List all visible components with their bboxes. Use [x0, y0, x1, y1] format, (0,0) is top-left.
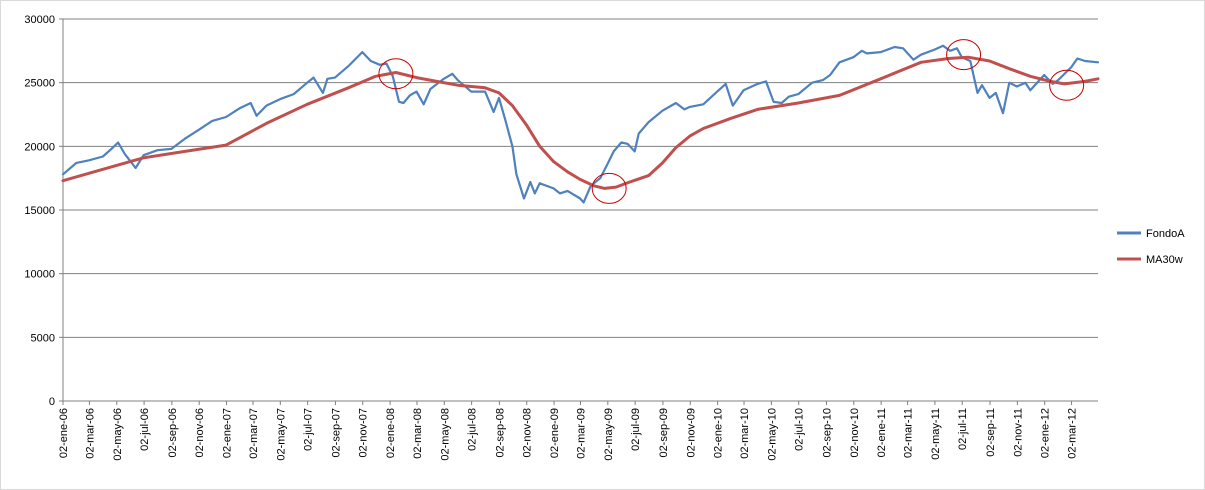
x-tick-label: 02-sep-10 [821, 408, 833, 458]
x-tick-label: 02-mar-08 [412, 408, 424, 459]
legend-item-ma30w: MA30w [1117, 254, 1183, 266]
x-tick-label: 02-nov-06 [194, 408, 206, 458]
y-tick-label: 20000 [24, 141, 55, 153]
annotation-circle [591, 172, 627, 204]
x-tick-label: 02-ene-07 [222, 408, 234, 458]
x-tick-label: 02-sep-08 [494, 408, 506, 458]
x-tick-label: 02-may-09 [603, 408, 615, 461]
x-tick-label: 02-sep-09 [658, 408, 670, 458]
x-tick-label: 02-jul-08 [467, 408, 479, 451]
x-tick-label: 02-jul-11 [957, 408, 969, 450]
series-line-ma30w [61, 55, 1100, 190]
x-tick-label: 02-mar-10 [739, 408, 751, 459]
x-tick-label: 02-ene-08 [385, 408, 397, 458]
x-tick-label: 02-may-10 [766, 408, 778, 461]
x-tick-label: 02-jul-07 [303, 408, 315, 451]
x-tick-label: 02-nov-11 [1012, 408, 1024, 457]
y-tick-label: 5000 [31, 332, 55, 344]
legend: FondoA MA30w [1117, 228, 1185, 266]
y-axis: 0 5000 10000 15000 20000 25000 30000 [24, 14, 64, 408]
x-tick-label: 02-nov-07 [358, 408, 370, 458]
annotation-circle [378, 58, 414, 90]
y-tick-label: 15000 [24, 205, 55, 217]
x-tick-label: 02-jul-06 [139, 408, 151, 451]
x-tick-label: 02-ene-06 [58, 408, 70, 458]
legend-label-ma30w: MA30w [1146, 254, 1183, 266]
series-group [61, 44, 1100, 204]
x-tick-label: 02-ene-11 [876, 408, 888, 457]
x-tick-label: 02-ene-09 [549, 408, 561, 458]
x-tick-label: 02-may-08 [439, 408, 451, 461]
x-tick-label: 02-mar-06 [84, 408, 96, 459]
x-tick-label: 02-may-07 [275, 408, 287, 461]
x-tick-label: 02-sep-07 [330, 408, 342, 458]
x-tick-label: 02-jul-09 [630, 408, 642, 451]
x-tick-label: 02-sep-11 [985, 408, 997, 457]
y-tick-label: 25000 [24, 78, 55, 90]
x-tick-label: 02-nov-08 [522, 408, 534, 458]
y-tick-label: 10000 [24, 269, 55, 281]
x-tick-label: 02-nov-09 [685, 408, 697, 458]
x-tick-label: 02-mar-12 [1067, 408, 1079, 459]
legend-label-fondoa: FondoA [1146, 228, 1185, 240]
annotation-group [378, 39, 1085, 204]
x-tick-label: 02-mar-07 [248, 408, 260, 459]
x-tick-label: 02-mar-09 [576, 408, 588, 459]
y-tick-label: 30000 [24, 14, 55, 26]
gridlines [63, 18, 1098, 338]
x-tick-label: 02-may-06 [112, 408, 124, 461]
x-axis: 02-ene-06 02-mar-06 02-may-06 02-jul-06 02-s… [58, 400, 1098, 461]
y-tick-label: 0 [49, 396, 55, 408]
annotation-circle [1049, 69, 1085, 101]
x-tick-label: 02-ene-10 [713, 408, 725, 458]
legend-item-fondoa: FondoA [1117, 228, 1185, 240]
x-tick-label: 02-sep-06 [167, 408, 179, 458]
x-tick-label: 02-jul-10 [794, 408, 806, 451]
x-tick-label: 02-may-11 [930, 408, 942, 460]
series-line-fondoa [61, 44, 1100, 204]
x-tick-label: 02-ene-12 [1040, 408, 1052, 458]
annotation-circle [946, 39, 982, 71]
x-tick-label: 02-mar-11 [903, 408, 915, 458]
x-tick-label: 02-nov-10 [849, 408, 861, 458]
